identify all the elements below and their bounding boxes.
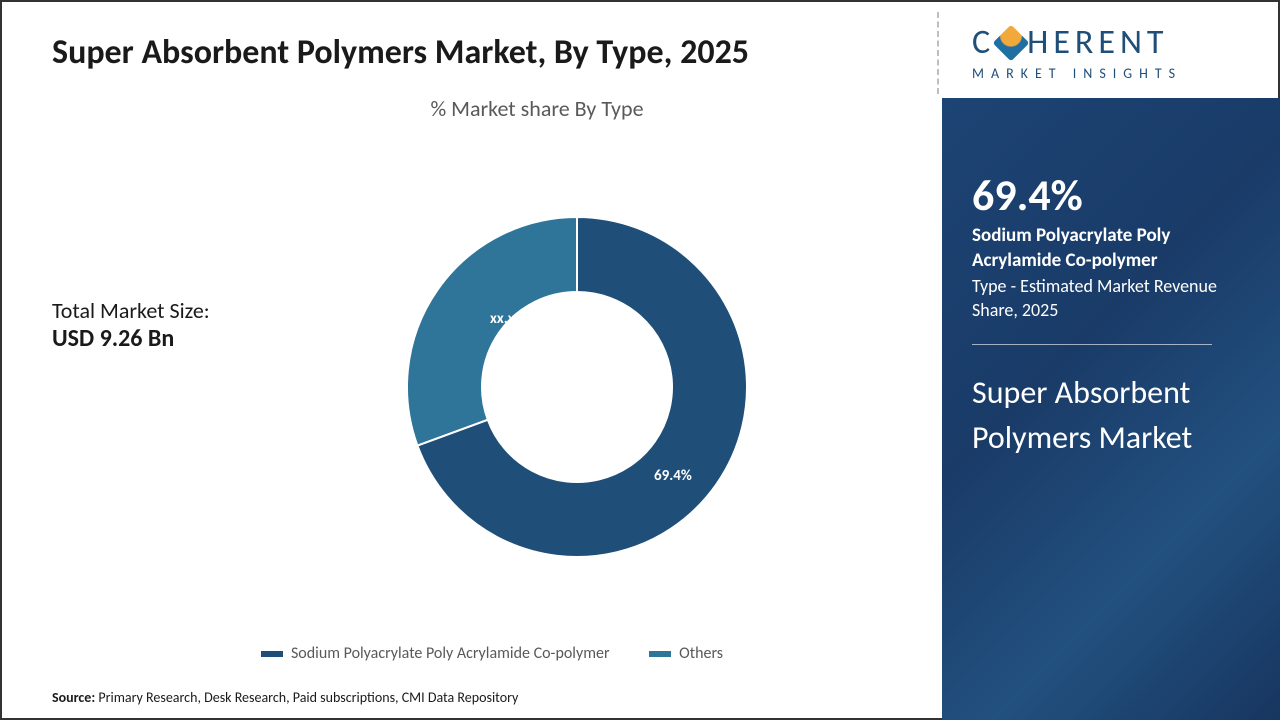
- logo-line2: MARKET INSIGHTS: [972, 65, 1252, 82]
- main-panel: Super Absorbent Polymers Market, By Type…: [2, 2, 932, 718]
- logo-line1: C HERENT: [972, 22, 1252, 63]
- source-text: Primary Research, Desk Research, Paid su…: [95, 689, 518, 706]
- legend-item-main: Sodium Polyacrylate Poly Acrylamide Co-p…: [261, 644, 610, 663]
- chart-subtitle: % Market share By Type: [172, 95, 902, 122]
- slice-label-others: xx.x%: [490, 310, 526, 328]
- source-label: Source:: [52, 689, 95, 706]
- side-market-title: Super Absorbent Polymers Market: [972, 371, 1250, 461]
- legend-text-main: Sodium Polyacrylate Poly Acrylamide Co-p…: [291, 644, 610, 663]
- page: Super Absorbent Polymers Market, By Type…: [0, 0, 1280, 720]
- donut-chart: xx.x% 69.4%: [392, 202, 762, 572]
- legend: Sodium Polyacrylate Poly Acrylamide Co-p…: [52, 643, 932, 664]
- vertical-divider: [937, 12, 939, 94]
- logo-c: C: [972, 22, 995, 63]
- source-line: Source: Primary Research, Desk Research,…: [52, 689, 518, 706]
- logo-dot-icon: [993, 24, 1030, 61]
- page-title: Super Absorbent Polymers Market, By Type…: [52, 32, 752, 75]
- donut-svg: [392, 202, 762, 572]
- market-size-value: USD 9.26 Bn: [52, 324, 210, 353]
- side-percentage: 69.4%: [972, 168, 1250, 222]
- logo-rest: HERENT: [1027, 22, 1168, 63]
- legend-text-others: Others: [679, 644, 723, 663]
- brand-logo: C HERENT MARKET INSIGHTS: [972, 22, 1252, 82]
- side-subtitle-light: Type - Estimated Market Revenue Share, 2…: [972, 275, 1250, 322]
- side-panel: 69.4% Sodium Polyacrylate Poly Acrylamid…: [942, 98, 1280, 720]
- legend-swatch-main: [261, 651, 283, 657]
- side-subtitle-bold: Sodium Polyacrylate Poly Acrylamide Co-p…: [972, 224, 1250, 273]
- side-divider: [972, 344, 1212, 345]
- legend-swatch-others: [649, 651, 671, 657]
- legend-item-others: Others: [649, 644, 723, 663]
- market-size-block: Total Market Size: USD 9.26 Bn: [52, 297, 210, 353]
- market-size-label: Total Market Size:: [52, 297, 210, 324]
- slice-label-main: 69.4%: [654, 467, 692, 485]
